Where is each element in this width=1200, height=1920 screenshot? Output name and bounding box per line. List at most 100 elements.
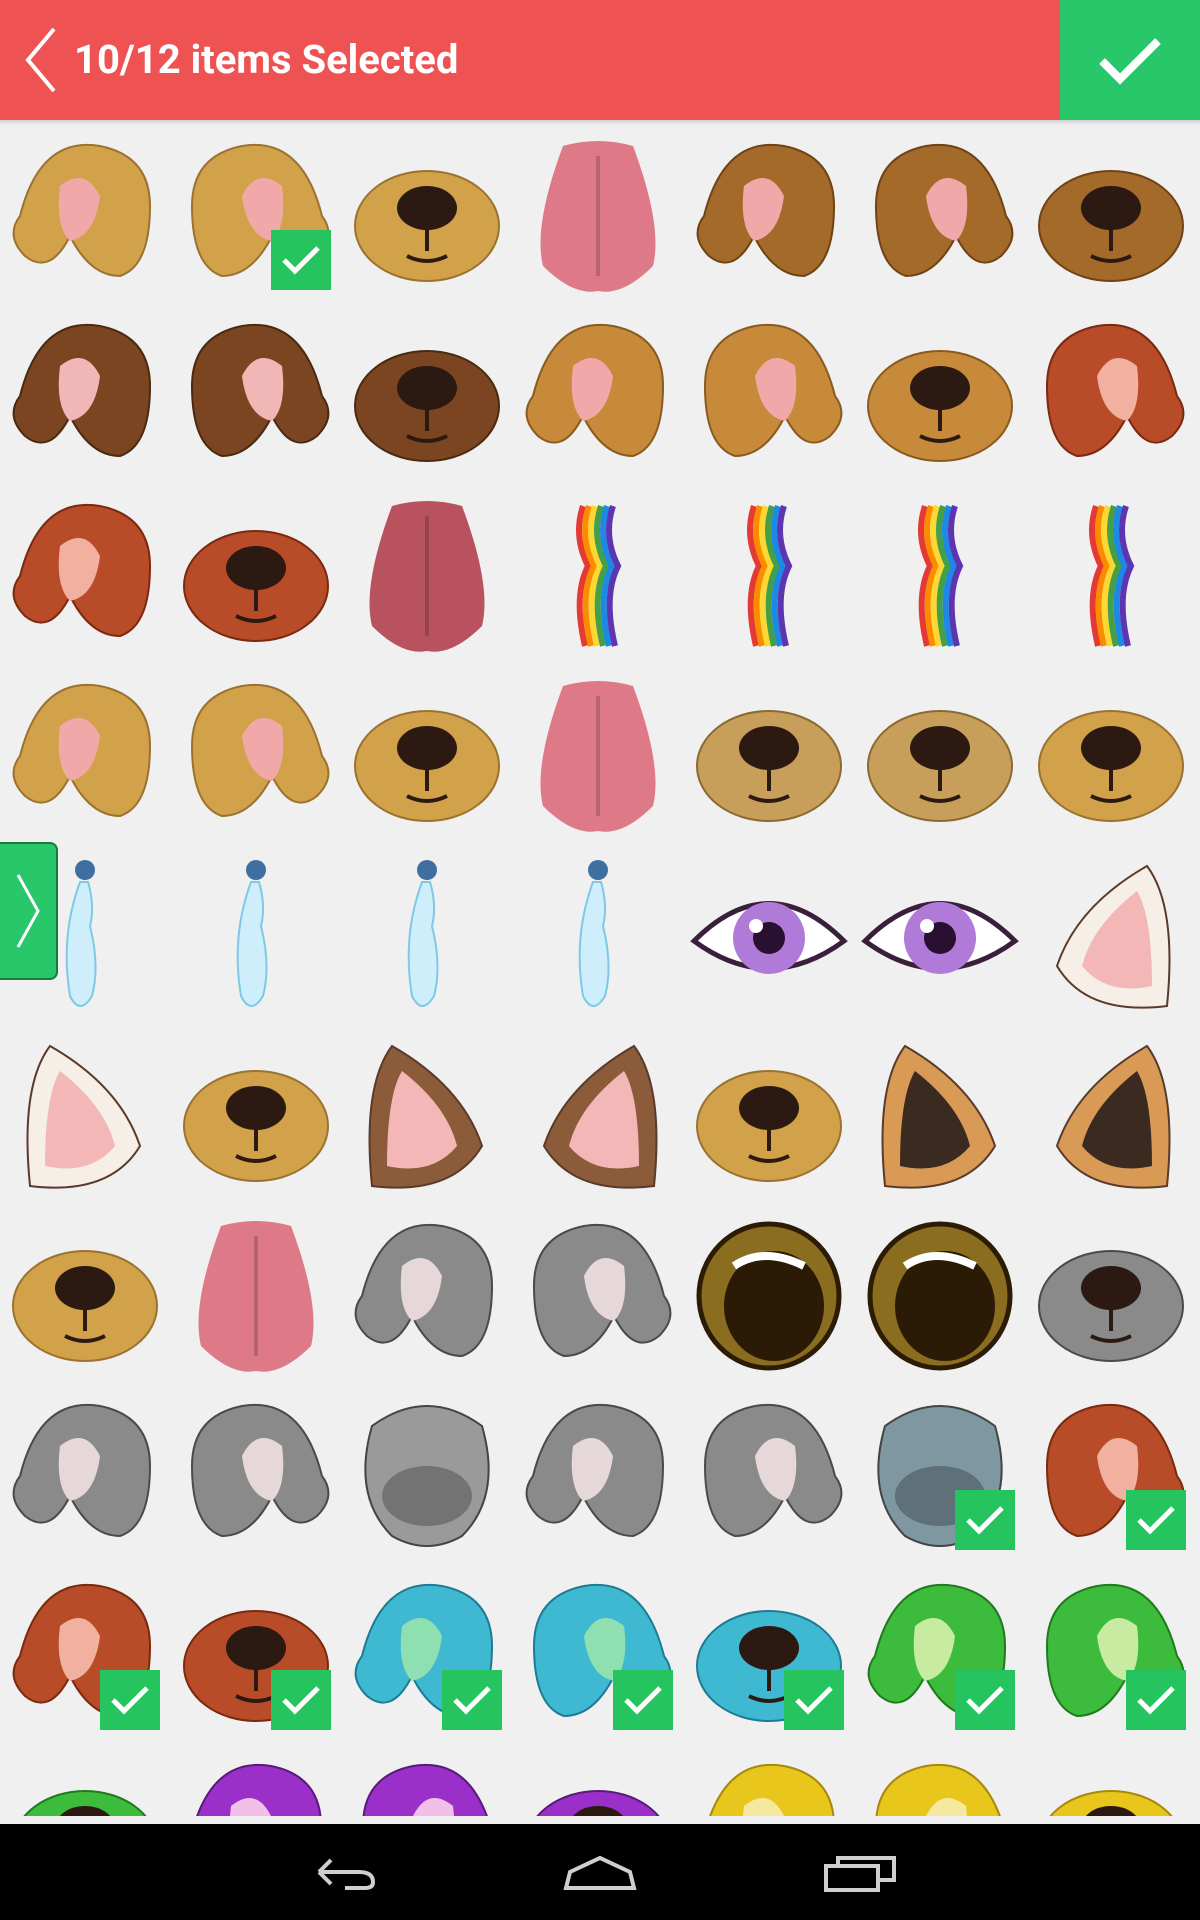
sticker-dog-nose-brown[interactable] <box>1026 126 1197 306</box>
sticker-dog-ear-red[interactable] <box>1026 306 1197 486</box>
sticker-gray-ear-right[interactable] <box>513 1206 684 1386</box>
sticker-purple-ear-right[interactable] <box>342 1746 513 1816</box>
sticker-dog-ear-left-brown[interactable] <box>684 126 855 306</box>
header-shadow <box>0 120 1200 125</box>
sticker-rainbow-3[interactable] <box>855 486 1026 666</box>
tongue-pink-image <box>540 681 656 832</box>
sticker-bunny-ear-right[interactable] <box>1026 846 1197 1026</box>
back-button[interactable] <box>12 20 72 100</box>
sticker-donkey-ear-left[interactable] <box>0 1386 171 1566</box>
sticker-dog-ear-right-dark[interactable] <box>171 306 342 486</box>
rainbow-1-image <box>576 505 622 647</box>
selected-check-icon <box>442 1670 502 1730</box>
sticker-tear-1[interactable] <box>0 846 171 1026</box>
sticker-purple-nose[interactable] <box>513 1746 684 1816</box>
sticker-fluffy-ear-right[interactable] <box>171 666 342 846</box>
sticker-bunny-ear-left[interactable] <box>0 1026 171 1206</box>
fluffy-nose-image <box>354 710 500 822</box>
sticker-dog-ear-left-orange[interactable] <box>513 306 684 486</box>
sticker-yellow-ear-left[interactable] <box>684 1746 855 1816</box>
sticker-row <box>0 1206 1200 1386</box>
purple-ear-right-image <box>362 1763 488 1816</box>
sticker-yellow-nose[interactable] <box>1026 1746 1197 1816</box>
fox-nose-image <box>12 1250 158 1362</box>
sticker-dog-nose-red[interactable] <box>171 486 342 666</box>
sticker-purple-ear-left[interactable] <box>171 1746 342 1816</box>
dog-ear-right-orange-image <box>703 323 843 458</box>
sticker-dog-nose-dark[interactable] <box>342 306 513 486</box>
sticker-green-nose[interactable] <box>0 1746 171 1816</box>
sticker-gold-eye-left[interactable] <box>684 1206 855 1386</box>
sticker-cheek-right[interactable] <box>855 666 1026 846</box>
sticker-fluffy-ear-left[interactable] <box>0 666 171 846</box>
sticker-red-ear-right[interactable] <box>1026 1386 1197 1566</box>
sticker-elephant-face[interactable] <box>855 1386 1026 1566</box>
sticker-row <box>0 306 1200 486</box>
sticker-dog-ear-right-brown[interactable] <box>855 126 1026 306</box>
gold-eye-left-image <box>696 1221 842 1371</box>
yellow-ear-left-image <box>709 1763 835 1816</box>
sticker-rainbow-1[interactable] <box>513 486 684 666</box>
sticker-fluffy-nose[interactable] <box>342 666 513 846</box>
sticker-rainbow-2[interactable] <box>684 486 855 666</box>
side-panel-toggle[interactable] <box>0 842 58 980</box>
cat-ear-left-image <box>368 1044 484 1189</box>
sticker-cyan-ear-right[interactable] <box>513 1566 684 1746</box>
sticker-tear-2[interactable] <box>171 846 342 1026</box>
sticker-fox-nose[interactable] <box>0 1206 171 1386</box>
sticker-cyan-nose[interactable] <box>684 1566 855 1746</box>
sticker-purple-eye-right[interactable] <box>855 846 1026 1026</box>
sticker-yellow-ear-right[interactable] <box>855 1746 1026 1816</box>
nav-back-icon <box>317 1858 376 1890</box>
donkey-ear-left-image <box>12 1403 152 1538</box>
purple-ear-left-image <box>196 1763 322 1816</box>
sticker-dog-ear-right-tan[interactable] <box>171 126 342 306</box>
sticker-dog-ear-left-dark[interactable] <box>0 306 171 486</box>
sticker-gray-nose[interactable] <box>1026 1206 1197 1386</box>
sticker-wolf-ear-right[interactable] <box>684 1386 855 1566</box>
sticker-wolf-ear-left[interactable] <box>513 1386 684 1566</box>
dog-ear-right-dark-image <box>190 323 330 458</box>
done-button[interactable] <box>1060 0 1200 120</box>
sticker-purple-eye-left[interactable] <box>684 846 855 1026</box>
sticker-tear-4[interactable] <box>513 846 684 1026</box>
sticker-rainbow-4[interactable] <box>1026 486 1197 666</box>
sticker-tongue-pink[interactable] <box>513 666 684 846</box>
sticker-green-ear-right[interactable] <box>1026 1566 1197 1746</box>
sticker-cat-nose[interactable] <box>684 1026 855 1206</box>
sticker-cyan-ear-left[interactable] <box>342 1566 513 1746</box>
sticker-fox-ear-left[interactable] <box>855 1026 1026 1206</box>
sticker-pink-tongue[interactable] <box>513 126 684 306</box>
sticker-cat-ear-right[interactable] <box>513 1026 684 1206</box>
sticker-tongue-dark-pink[interactable] <box>342 486 513 666</box>
nav-back-button[interactable] <box>284 1842 404 1902</box>
sticker-long-tongue[interactable] <box>171 1206 342 1386</box>
sticker-dog-ear-right-orange[interactable] <box>684 306 855 486</box>
selected-check-icon <box>784 1670 844 1730</box>
sticker-donkey-face[interactable] <box>342 1386 513 1566</box>
green-nose-image <box>23 1790 147 1816</box>
sticker-red-ear-left[interactable] <box>0 1566 171 1746</box>
sticker-cat-ear-left[interactable] <box>342 1026 513 1206</box>
sticker-dog-nose-orange[interactable] <box>855 306 1026 486</box>
sticker-cheek-left[interactable] <box>684 666 855 846</box>
tear-2-image <box>236 860 268 1007</box>
sticker-red-nose[interactable] <box>171 1566 342 1746</box>
sticker-bunny-nose[interactable] <box>171 1026 342 1206</box>
sticker-gold-eye-right[interactable] <box>855 1206 1026 1386</box>
sticker-dog-ear-left-tan[interactable] <box>0 126 171 306</box>
sticker-tear-3[interactable] <box>342 846 513 1026</box>
sticker-green-ear-left[interactable] <box>855 1566 1026 1746</box>
gray-nose-image <box>1038 1250 1184 1362</box>
nav-home-button[interactable] <box>540 1842 660 1902</box>
sticker-fox-ear-right[interactable] <box>1026 1026 1197 1206</box>
sticker-donkey-ear-right[interactable] <box>171 1386 342 1566</box>
dog-nose-tan-image <box>354 170 500 282</box>
sticker-gray-ear-left[interactable] <box>342 1206 513 1386</box>
sticker-dog-nose-tan[interactable] <box>342 126 513 306</box>
bunny-nose-image <box>183 1070 329 1182</box>
dog-nose-brown-image <box>1038 170 1184 282</box>
sticker-nose-tan-large[interactable] <box>1026 666 1197 846</box>
sticker-dog-ear-red-left[interactable] <box>0 486 171 666</box>
nav-recents-button[interactable] <box>800 1842 920 1902</box>
